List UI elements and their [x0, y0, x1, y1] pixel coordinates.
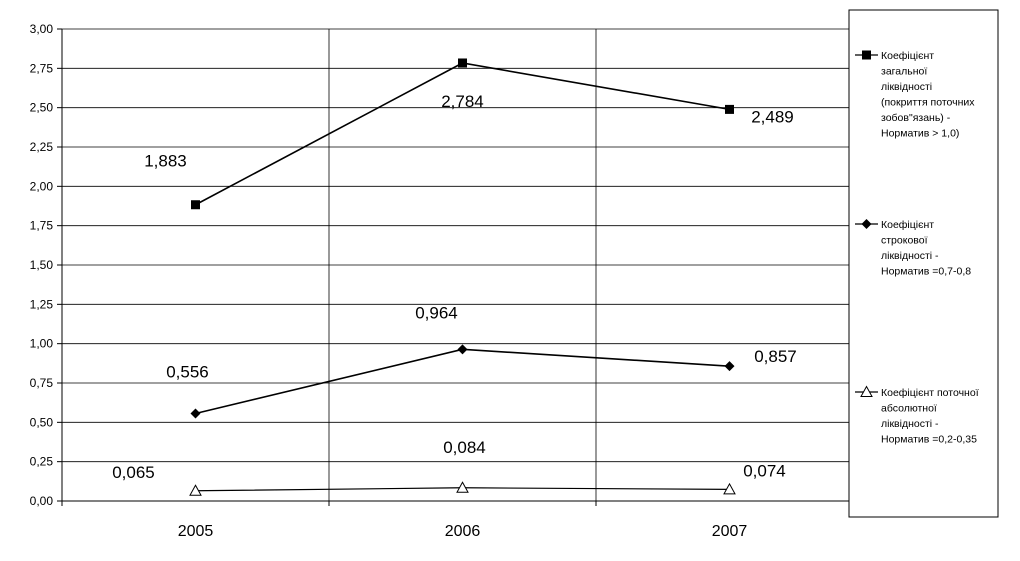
y-tick-label: 1,50	[30, 258, 54, 272]
series-line	[195, 62, 730, 206]
data-label: 0,964	[415, 303, 458, 322]
y-tick-label: 0,75	[30, 376, 54, 390]
x-axis-ticks: 2005 2006 2007	[61, 501, 864, 540]
legend-entry-text: Норматив =0,2-0,35	[881, 434, 977, 446]
legend-entry-text: (покриття поточних	[881, 97, 975, 109]
square-marker	[458, 58, 467, 68]
y-tick-label: 1,75	[30, 219, 54, 233]
legend-entry-text: ліквідності	[881, 81, 932, 93]
legend-entry-text: абсолютної	[881, 403, 937, 415]
y-tick-label: 1,00	[30, 337, 54, 351]
legend-entry-text: Коефіцієнт	[881, 50, 934, 62]
data-labels: 1,883 2,784 2,489 0,556 0,964 0,857 0,065 0,084…	[112, 92, 797, 482]
legend-square-marker	[862, 50, 871, 60]
legend-entry-text: загальної	[881, 66, 927, 78]
legend-entry-text: Коефіцієнт поточної	[881, 387, 979, 399]
legend: Коефіцієнт загальної ліквідності (покриття …	[848, 9, 999, 518]
series-line	[195, 348, 730, 415]
y-tick-label: 0,50	[30, 415, 54, 429]
legend-entry-text: Коефіцієнт	[881, 219, 934, 231]
y-tick-label: 2,75	[30, 61, 54, 75]
data-label: 0,084	[443, 438, 486, 457]
diamond-marker	[724, 361, 735, 372]
legend-entry-text: ліквідності -	[881, 250, 939, 262]
legend-entry-text: зобов"язань) -	[881, 112, 951, 124]
legend-triangle-marker	[860, 385, 873, 397]
data-label: 0,074	[743, 461, 786, 480]
data-label: 2,489	[751, 107, 794, 126]
y-tick-label: 1,25	[30, 297, 54, 311]
legend-box	[848, 9, 999, 518]
data-label: 2,784	[441, 92, 484, 111]
square-marker	[725, 104, 734, 114]
diamond-marker	[190, 408, 201, 419]
y-tick-label: 0,00	[30, 494, 54, 508]
y-tick-label: 2,50	[30, 101, 54, 115]
x-tick-label: 2005	[178, 523, 214, 540]
y-tick-label: 0,25	[30, 455, 54, 469]
x-tick-label: 2007	[712, 523, 748, 540]
triangle-marker	[456, 481, 469, 493]
square-marker	[191, 200, 200, 210]
series-group	[189, 58, 736, 496]
data-label: 0,556	[166, 363, 209, 382]
y-tick-label: 2,00	[30, 179, 54, 193]
data-label: 0,065	[112, 463, 155, 482]
y-tick-label: 2,25	[30, 140, 54, 154]
data-label: 1,883	[144, 152, 187, 171]
diamond-marker	[457, 344, 468, 355]
legend-entry-text: ліквідності -	[881, 418, 939, 430]
legend-entry-text: Норматив > 1,0)	[881, 128, 959, 140]
triangle-marker	[189, 484, 202, 496]
legend-entry-text: Норматив =0,7-0,8	[881, 266, 971, 278]
triangle-marker	[723, 482, 736, 495]
legend-diamond-marker	[861, 219, 872, 229]
legend-entry-text: строкової	[881, 235, 928, 247]
data-label: 0,857	[754, 347, 797, 366]
x-tick-label: 2006	[445, 523, 481, 540]
y-tick-label: 3,00	[30, 22, 54, 36]
y-axis-ticks: 0,00 0,25 0,50 0,75 1,00 1,25 1,50 1,75 2,00 2,25…	[30, 22, 62, 508]
